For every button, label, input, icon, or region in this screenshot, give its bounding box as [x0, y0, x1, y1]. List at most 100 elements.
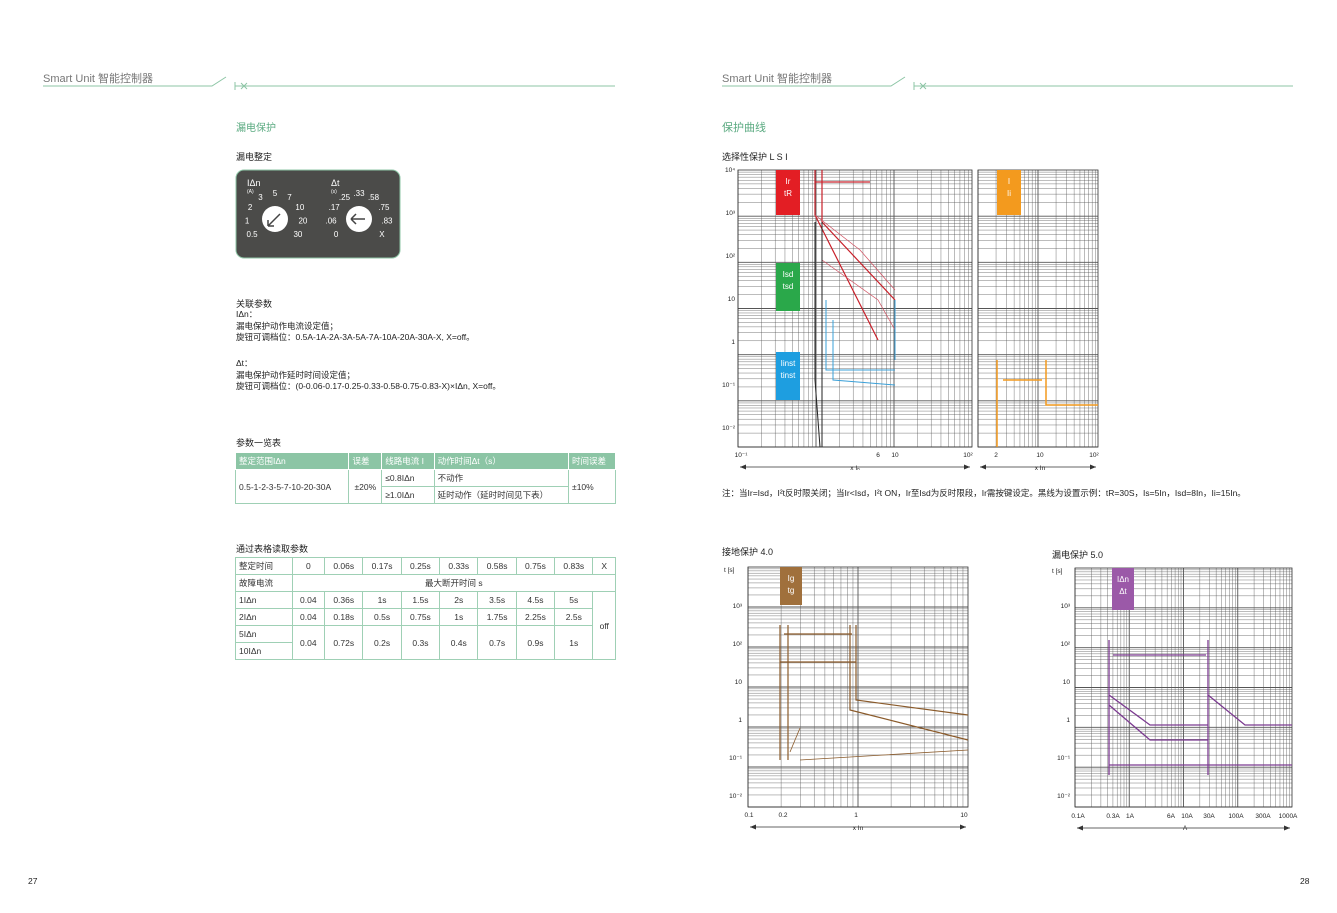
- cell: 1s: [554, 625, 594, 660]
- page-number: 27: [28, 876, 38, 886]
- y-tick-label: 1: [738, 717, 742, 724]
- x-tick-label: 10²: [1089, 452, 1099, 459]
- y-tick-label: 10²: [733, 641, 743, 648]
- box-label: tR: [784, 189, 792, 198]
- curve-box: [997, 170, 1021, 215]
- x-tick-label: 300A: [1255, 813, 1271, 820]
- y-tick-label: 10³: [1061, 603, 1071, 610]
- cell: 不动作: [433, 469, 570, 487]
- cell: 0.5-1-2-3-5-7-10-20-30A: [234, 469, 350, 504]
- note: 注：当Ir=Isd，I²t反时限关闭；当Ir<Isd，I²t ON，Ir至Isd…: [722, 488, 1246, 498]
- table: 整定范围IΔn 误差 线路电流 I 动作时间Δt（s） 时间误差 0.5-1-2-3-5-…: [234, 452, 616, 504]
- box-label: tg: [788, 586, 795, 595]
- cell: 整定时间: [235, 557, 293, 575]
- dial-label: .83: [381, 217, 393, 226]
- x-tick-label: 30A: [1203, 813, 1215, 820]
- text-line: 漏电保护动作延时时间设定值；: [236, 369, 356, 380]
- x-tick-label: 10²: [963, 452, 973, 459]
- x-tick-label: 10: [960, 812, 968, 819]
- dial-symbol: Δt: [331, 178, 340, 188]
- cell: 延时动作（延时时间见下表）: [433, 486, 570, 504]
- cell: 0.75s: [400, 608, 441, 626]
- cell: 4.5s: [515, 591, 556, 609]
- header-cell: 线路电流 I: [381, 452, 435, 470]
- dial-label: 5: [273, 189, 278, 198]
- cell: 0.06s: [324, 557, 364, 575]
- cell: 0.7s: [477, 625, 517, 660]
- cell: off: [592, 591, 616, 660]
- curve: [789, 727, 969, 761]
- header-cell: 误差: [348, 452, 383, 470]
- dial-label: 2: [248, 203, 253, 212]
- x-tick-label: 0.1A: [1071, 813, 1085, 820]
- row: 2IΔn 0.04 0.18s 0.5s 0.75s 1s 1.75s 2.25s 2.5s: [235, 608, 616, 626]
- box-label: I: [1008, 177, 1010, 186]
- dial-label: 10: [295, 203, 304, 212]
- row: ≥1.0IΔn 延时动作（延时时间见下表）: [236, 486, 616, 504]
- params-current: IΔn： 漏电保护动作电流设定值； 旋钮可调档位：0.5A-1A-2A-3A-5A-…: [236, 309, 475, 344]
- box-label: Δt: [1119, 587, 1127, 596]
- curve-box: [780, 567, 802, 605]
- params-title: 关联参数: [236, 299, 273, 309]
- grid-frame: [1074, 567, 1293, 808]
- cell: 5s: [554, 591, 594, 609]
- box-label: Ii: [1007, 189, 1011, 198]
- dial-label: X: [379, 230, 385, 239]
- curve: [814, 214, 896, 331]
- x-label: x In: [1035, 465, 1046, 472]
- x-tick-label: 10: [891, 452, 899, 459]
- header-cell: 整定范围IΔn: [234, 452, 350, 470]
- dial-label: .75: [378, 203, 390, 212]
- x-tick-label: 0.2: [778, 812, 787, 819]
- box-label: tsd: [783, 282, 794, 291]
- y-tick-label: 10³: [733, 603, 743, 610]
- y-tick-label: 10⁻²: [729, 793, 743, 800]
- cell: 2.5s: [554, 608, 594, 626]
- table-title: 通过表格读取参数: [236, 544, 309, 554]
- cell: 0.4s: [439, 625, 479, 660]
- header-row: 整定范围IΔn 误差 线路电流 I 动作时间Δt（s） 时间误差: [234, 452, 616, 470]
- x-tick-label: 10: [1036, 452, 1044, 459]
- cell: 2.25s: [515, 608, 556, 626]
- dial-unit: (A): [247, 189, 254, 195]
- cell: 0.9s: [515, 625, 556, 660]
- cell: 0.75s: [515, 557, 556, 575]
- grid-frame: [977, 169, 1099, 448]
- y-tick-label: 10⁴: [725, 167, 735, 174]
- text-line: IΔn：: [236, 309, 258, 319]
- chart-title: 漏电保护 5.0: [1052, 550, 1104, 560]
- y-tick-label: 10: [735, 679, 743, 686]
- cell: 10IΔn: [235, 642, 293, 660]
- dial-label: 30: [293, 230, 302, 239]
- chart-title: 选择性保护 L S I: [722, 152, 788, 162]
- chart-title: 接地保护 4.0: [722, 547, 774, 557]
- cell: 故障电流: [235, 574, 293, 592]
- cell: 0.04: [291, 591, 326, 609]
- dial-label: .58: [368, 193, 380, 202]
- cell: 0: [291, 557, 326, 575]
- section-title: 保护曲线: [722, 122, 766, 134]
- cell: 0.5s: [362, 608, 402, 626]
- dial-unit: (s): [331, 189, 337, 195]
- cell: 1.75s: [477, 608, 517, 626]
- box-label: Ig: [788, 574, 795, 583]
- header: Smart Unit 智能控制器: [722, 73, 833, 85]
- y-tick-label: 1: [731, 339, 735, 346]
- row: 1IΔn 0.04 0.36s 1s 1.5s 2s 3.5s 4.5s 5s off: [235, 591, 616, 660]
- page-number: 28: [1300, 876, 1310, 886]
- grid-frame: [737, 169, 973, 448]
- header: Smart Unit 智能控制器: [43, 73, 154, 85]
- y-tick-label: 10: [1063, 679, 1071, 686]
- dial-label: .06: [325, 217, 337, 226]
- x-tick-label: 6A: [1167, 813, 1176, 820]
- table: 整定时间 0 0.06s 0.17s 0.25s 0.33s 0.58s 0.75s 0.83s…: [235, 557, 617, 660]
- header-rule: [43, 76, 1293, 90]
- subsection-title: 漏电整定: [236, 152, 273, 162]
- row: 0.5-1-2-3-5-7-10-20-30A ±20% ≤0.8IΔn 不动作 ±10…: [234, 469, 616, 504]
- y-tick-label: 10⁻¹: [729, 755, 743, 762]
- dial-label: 7: [287, 193, 292, 202]
- params-time: Δt： 漏电保护动作延时时间设定值； 旋钮可调档位：(0-0.06-0.17-0.2…: [236, 358, 501, 393]
- y-unit: t [s]: [1052, 568, 1063, 575]
